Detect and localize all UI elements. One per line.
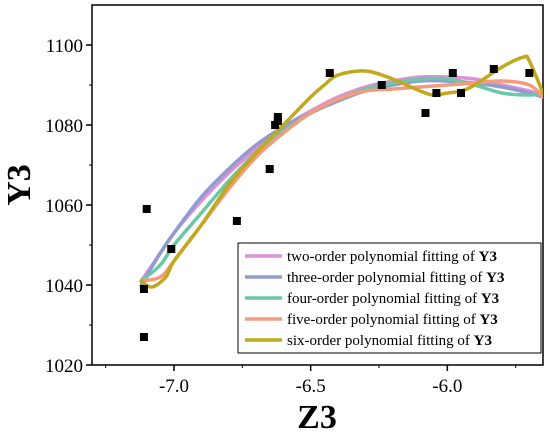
data-point bbox=[325, 69, 334, 77]
data-point bbox=[377, 81, 386, 89]
fit-curves bbox=[139, 54, 543, 289]
data-point bbox=[273, 113, 282, 121]
legend-box bbox=[237, 242, 542, 354]
fit-curve-6-order bbox=[139, 54, 543, 289]
x-axis-title: Z3 bbox=[297, 399, 337, 435]
data-point bbox=[142, 205, 151, 213]
data-point bbox=[448, 69, 457, 77]
legend-label: four-order polynomial fitting of Y3 bbox=[287, 291, 499, 307]
y-tick-label: 1100 bbox=[46, 36, 83, 57]
y-axis-ticks: 1020 1040 1060 1080 1100 bbox=[45, 36, 92, 377]
data-point bbox=[525, 69, 534, 77]
y-tick-label: 1020 bbox=[45, 356, 83, 377]
data-point bbox=[167, 245, 176, 253]
legend-label: three-order polynomial fitting of Y3 bbox=[287, 270, 504, 286]
data-point bbox=[232, 217, 241, 225]
data-point bbox=[139, 333, 148, 341]
x-tick-label: -6.0 bbox=[432, 376, 462, 397]
data-point bbox=[265, 165, 274, 173]
y-tick-label: 1040 bbox=[45, 276, 83, 297]
legend-label: two-order polynomial fitting of Y3 bbox=[287, 249, 497, 265]
scatter-points bbox=[139, 65, 534, 341]
data-point bbox=[489, 65, 498, 73]
x-tick-label: -6.5 bbox=[296, 376, 326, 397]
data-point bbox=[432, 89, 441, 97]
legend: two-order polynomial fitting of Y3 three-… bbox=[237, 242, 542, 354]
plot-frame bbox=[91, 4, 544, 366]
x-tick-label: -7.0 bbox=[159, 376, 189, 397]
y-axis-title: Y3 bbox=[1, 164, 38, 206]
data-point bbox=[457, 89, 465, 97]
legend-label: five-order polynomial fitting of Y3 bbox=[287, 312, 498, 328]
x-axis-ticks: -7.0 -6.5 -6.0 bbox=[105, 365, 517, 397]
y-tick-label: 1080 bbox=[45, 116, 83, 137]
data-point bbox=[139, 285, 148, 293]
data-point bbox=[421, 109, 430, 117]
legend-label: six-order polynomial fitting of Y3 bbox=[287, 333, 492, 349]
y-tick-label: 1060 bbox=[45, 196, 83, 217]
